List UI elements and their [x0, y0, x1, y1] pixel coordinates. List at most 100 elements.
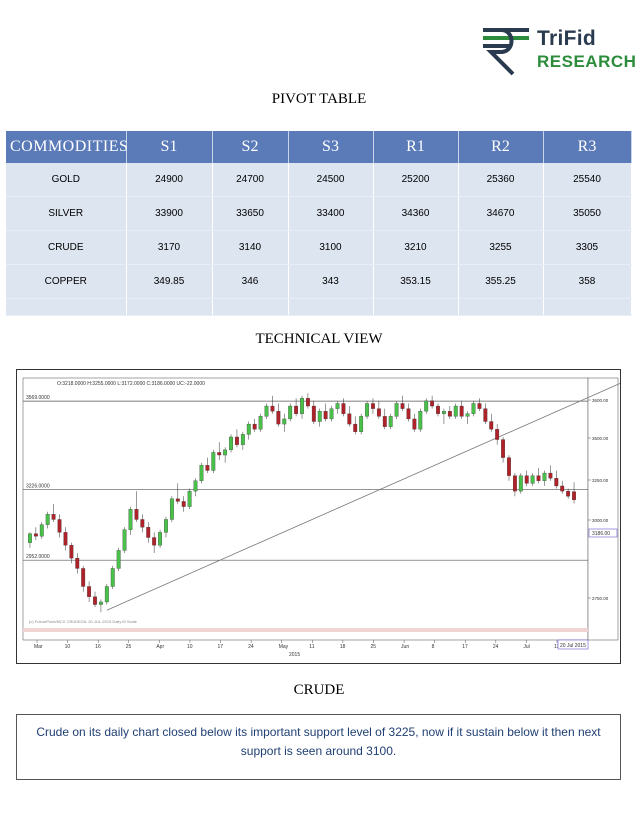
candle-body-20 — [146, 527, 151, 538]
candle-body-53 — [341, 403, 346, 414]
x-tick-label-5: 10 — [187, 644, 193, 650]
candle-body-90 — [560, 485, 565, 492]
candle-body-52 — [335, 403, 340, 409]
candle-body-88 — [548, 472, 553, 479]
candle-body-26 — [181, 501, 186, 507]
x-tick-label-3: 25 — [126, 644, 132, 650]
cell-s3: 33400 — [288, 196, 374, 231]
candle-body-39 — [258, 416, 263, 430]
candle-body-68 — [430, 400, 435, 407]
candle-body-66 — [418, 411, 423, 430]
table-row-silver: SILVER 33900 33650 33400 34360 34670 350… — [6, 196, 632, 231]
cell-s2: 24700 — [212, 163, 289, 197]
y-tick-label-0: 3600.00 — [592, 398, 609, 403]
candle-body-4 — [51, 514, 56, 520]
header-s3: S3 — [288, 131, 374, 163]
header-s1: S1 — [126, 131, 213, 163]
crude-description-box: Crude on its daily chart closed below it… — [16, 714, 621, 780]
rupee-logo-icon — [483, 28, 529, 76]
candle-body-35 — [235, 436, 239, 445]
candle-body-0 — [28, 533, 32, 543]
candle-body-44 — [288, 405, 293, 420]
cell-s2: 346 — [212, 264, 289, 299]
cell-commodity: COPPER — [6, 264, 127, 299]
table-row-crude: CRUDE 3170 3140 3100 3210 3255 3305 — [6, 230, 632, 265]
pivot-header-row: COMMODITIES S1 S2 S3 R1 R2 R3 — [6, 131, 632, 163]
header-r1: R1 — [373, 131, 459, 163]
cell-r2: 34670 — [458, 196, 544, 231]
candle-body-22 — [158, 532, 162, 546]
candle-body-14 — [110, 568, 115, 587]
candle-body-46 — [300, 398, 304, 414]
x-tick-label-4: Apr — [156, 644, 164, 650]
cell-s2: 3140 — [212, 230, 289, 265]
cell-s1: 349.85 — [126, 264, 213, 299]
candle-body-61 — [388, 416, 393, 427]
crude-description: Crude on its daily chart closed below it… — [36, 725, 601, 758]
candle-body-87 — [542, 472, 547, 481]
candle-body-31 — [211, 452, 216, 471]
candle-body-89 — [554, 478, 559, 487]
cell-s3: 3100 — [288, 230, 374, 265]
level-label-1: 3226.0000 — [26, 484, 50, 490]
candle-body-64 — [406, 408, 411, 420]
candle-body-56 — [359, 416, 364, 432]
header-s2: S2 — [212, 131, 289, 163]
y-tick-label-3: 3000.00 — [592, 518, 609, 523]
candle-body-38 — [252, 423, 257, 430]
candle-body-11 — [93, 596, 97, 605]
chart-date-label: 20 Jul 2015 — [560, 643, 586, 649]
cell-r3: 35050 — [543, 196, 632, 231]
x-tick-label-0: Mar — [34, 644, 43, 650]
candle-body-73 — [459, 405, 464, 417]
cell-r2: 355.25 — [458, 264, 544, 299]
x-tick-label-9: 11 — [309, 644, 314, 650]
x-tick-label-11: 25 — [370, 644, 376, 650]
x-tick-label-6: 17 — [218, 644, 224, 650]
candle-body-49 — [317, 411, 322, 422]
candle-body-47 — [305, 398, 310, 407]
cell-s1: 3170 — [126, 230, 213, 265]
x-tick-label-10: 18 — [340, 644, 346, 650]
candle-body-16 — [122, 529, 127, 551]
candle-body-57 — [365, 403, 369, 417]
candle-body-65 — [412, 418, 417, 430]
header-r2: R2 — [458, 131, 544, 163]
candle-body-41 — [270, 405, 275, 412]
candle-body-33 — [223, 449, 228, 456]
candle-body-83 — [518, 475, 523, 492]
x-tick-label-8: May — [279, 644, 289, 650]
candle-body-50 — [323, 411, 328, 420]
pivot-table: COMMODITIES S1 S2 S3 R1 R2 R3 GOLD 24900… — [6, 131, 632, 316]
candle-body-76 — [477, 403, 482, 409]
candle-body-37 — [246, 423, 251, 435]
cell-commodity: SILVER — [6, 196, 127, 231]
candle-body-25 — [175, 498, 180, 502]
x-tick-label-16: Jul — [523, 644, 529, 650]
cell-r1: 25200 — [373, 163, 459, 197]
chart-year-label: 2015 — [289, 652, 300, 658]
y-tick-label-4: 2750.00 — [592, 596, 609, 601]
cell-r1: 353.15 — [373, 264, 459, 299]
candle-body-12 — [99, 601, 103, 605]
last-price-box — [588, 528, 618, 538]
cell-commodity: GOLD — [6, 163, 127, 197]
candle-body-7 — [69, 545, 74, 559]
candlestick-chart: O:3218.0000 H:3255.0000 L:3172.0000 C:31… — [22, 377, 620, 658]
candle-body-1 — [33, 533, 38, 537]
candle-body-13 — [104, 586, 109, 603]
cell-r2: 25360 — [458, 163, 544, 197]
table-row-gold: GOLD 24900 24700 24500 25200 25360 25540 — [6, 163, 632, 197]
candle-body-62 — [394, 403, 399, 417]
cell-s1: 33900 — [126, 196, 213, 231]
candle-body-21 — [152, 537, 157, 546]
crude-chart: O:3218.0000 H:3255.0000 L:3172.0000 C:31… — [16, 369, 621, 664]
candle-body-69 — [436, 405, 440, 414]
candle-body-48 — [311, 405, 316, 422]
level-label-0: 3569.0000 — [26, 395, 50, 401]
crude-title: CRUDE — [293, 682, 345, 698]
trend-line — [106, 383, 620, 611]
candle-body-91 — [566, 490, 571, 497]
x-tick-label-7: 24 — [248, 644, 254, 650]
candle-body-59 — [376, 408, 381, 417]
